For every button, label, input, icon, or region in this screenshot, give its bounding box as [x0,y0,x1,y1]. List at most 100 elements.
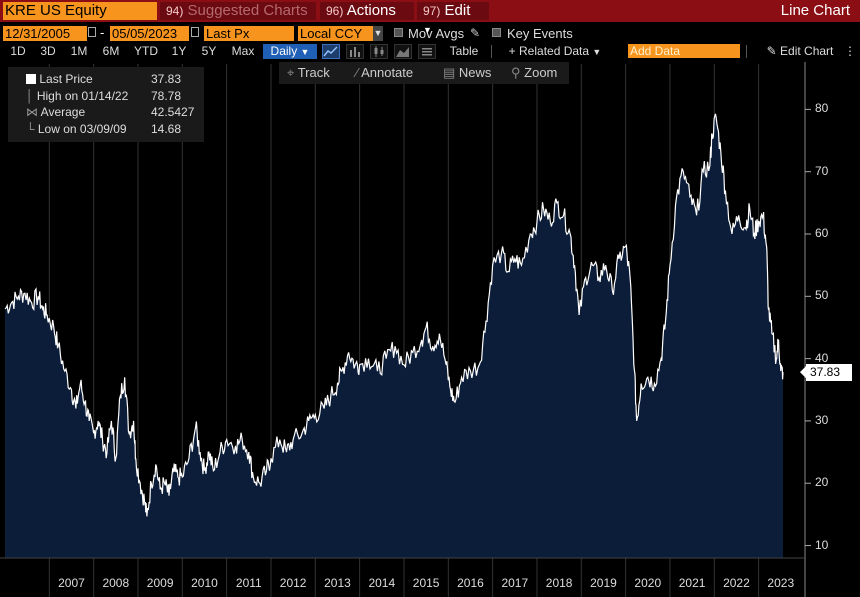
legend-low-value: 14.68 [151,122,182,136]
settings-icon[interactable] [418,44,436,59]
x-tick-label: 2015 [412,576,440,590]
chevron-down-icon: ▼ [423,25,432,35]
mov-avgs-label: Mov Avgs [408,26,465,41]
x-tick-label: 2021 [678,576,706,590]
legend-high-label: High on 01/14/22 [36,89,129,103]
x-tick-label: 2007 [58,576,85,590]
bar-chart-icon[interactable] [346,44,364,59]
news-button[interactable]: ▤ News [443,62,491,84]
y-tick-label: 30 [815,412,829,427]
x-tick-label: 2020 [634,576,662,590]
chart-type-title: Line Chart [780,2,850,19]
x-tick-label: 2008 [102,576,130,590]
track-button[interactable]: ⌖ Track [287,62,330,84]
x-tick-label: 2012 [279,576,307,590]
legend-last-price: Last Price [26,71,93,87]
range-ytd-button[interactable]: YTD [134,44,158,58]
line-draw-icon: ∕ [356,65,359,80]
suggested-charts-button[interactable]: 94) Suggested Charts [160,2,316,20]
add-data-field[interactable]: Add Data [628,44,740,58]
chevron-down-icon: ▼ [300,47,310,57]
legend-average-label: Average [40,105,86,119]
price-series-line [4,113,784,517]
calendar-icon[interactable] [88,27,96,37]
x-tick-label: 2019 [590,576,617,590]
white-square-icon [26,74,36,84]
more-options-icon[interactable]: ⋮ [844,44,856,58]
legend-high-value: 78.78 [151,89,182,103]
y-tick-label: 70 [815,163,829,178]
range-1y-button[interactable]: 1Y [171,44,187,58]
key-events-label: Key Events [507,26,573,41]
frequency-label: Daily [270,44,298,58]
low-marker-icon: └ [26,122,35,136]
line-chart-icon[interactable] [322,44,340,59]
related-data-label: + Related Data [508,44,590,58]
field-dropdown[interactable]: Last Px [204,26,294,41]
zoom-label: Zoom [524,65,558,80]
currency-dropdown[interactable]: Local CCY [298,26,373,41]
key-events-checkbox[interactable] [492,28,501,37]
ticker-field[interactable]: KRE US Equity [3,2,157,20]
edit-number: 97) [423,4,441,18]
x-tick-label: 2022 [723,576,750,590]
range-3d-button[interactable]: 3D [40,44,56,58]
average-marker-icon: ⋈ [26,105,38,119]
candle-chart-icon[interactable] [370,44,388,59]
crosshair-icon: ⌖ [287,65,295,80]
legend-average: ⋈ Average [26,104,85,120]
x-tick-label: 2013 [324,576,351,590]
actions-number: 96) [326,4,344,18]
mov-avgs-checkbox[interactable] [394,28,403,37]
legend-average-value: 42.5427 [151,105,195,119]
x-tick-label: 2009 [146,576,174,590]
y-tick-label: 20 [815,475,829,490]
legend-low: └ Low on 03/09/09 [26,121,127,137]
pencil-icon[interactable]: ✎ [470,26,481,40]
chevron-down-icon[interactable]: ▼ [373,26,383,41]
x-tick-label: 2023 [767,576,795,590]
range-1m-button[interactable]: 1M [70,44,88,58]
calendar-icon[interactable] [191,27,199,37]
x-tick-label: 2016 [457,576,484,590]
range-1d-button[interactable]: 1D [10,44,26,58]
legend-high: │ High on 01/14/22 [26,88,128,104]
last-value-pointer [800,366,806,379]
high-marker-icon: │ [26,89,34,103]
legend-last-label: Last Price [39,72,93,86]
zoom-button[interactable]: ⚲ Zoom [511,62,557,84]
edit-chart-button[interactable]: ✎ Edit Chart [762,44,838,59]
controls-bar: 12/31/2005 - 05/05/2023 Last Px Local CC… [0,24,860,43]
annotate-button[interactable]: ∕ Annotate [356,62,413,84]
legend-low-label: Low on 03/09/09 [37,122,127,136]
news-icon: ▤ [443,65,456,80]
x-tick-label: 2011 [235,576,262,590]
track-label: Track [297,65,330,80]
y-tick-label: 50 [815,288,829,303]
start-date-field[interactable]: 12/31/2005 [3,26,87,41]
end-date-field[interactable]: 05/05/2023 [110,26,189,41]
header-bar: KRE US Equity 94) Suggested Charts 96) A… [0,0,860,35]
chart-tools-bar [279,62,569,84]
range-5y-button[interactable]: 5Y [201,44,217,58]
edit-chart-label: Edit Chart [780,44,834,58]
annotate-label: Annotate [361,65,414,80]
edit-menu-button[interactable]: 97) Edit ▼ [417,2,489,35]
range-max-button[interactable]: Max [231,44,255,58]
range-6m-button[interactable]: 6M [102,44,120,58]
mountain-chart-icon[interactable] [394,44,412,59]
actions-menu-button[interactable]: 96) Actions ▼ [320,2,414,35]
frequency-dropdown[interactable]: Daily ▼ [263,44,317,59]
toolbar-separator [491,45,492,58]
price-area-fill [5,113,783,559]
price-chart[interactable] [0,62,860,597]
table-button[interactable]: Table [449,44,479,58]
pencil-icon: ✎ [766,44,777,58]
y-tick-label: 10 [815,537,829,552]
toolbar-separator [746,45,747,58]
suggested-charts-number: 94) [166,4,184,18]
magnifier-icon: ⚲ [511,65,521,80]
related-data-button[interactable]: + Related Data ▼ [496,44,614,59]
last-value-marker: 37.83 [806,364,852,382]
x-tick-label: 2018 [545,576,573,590]
